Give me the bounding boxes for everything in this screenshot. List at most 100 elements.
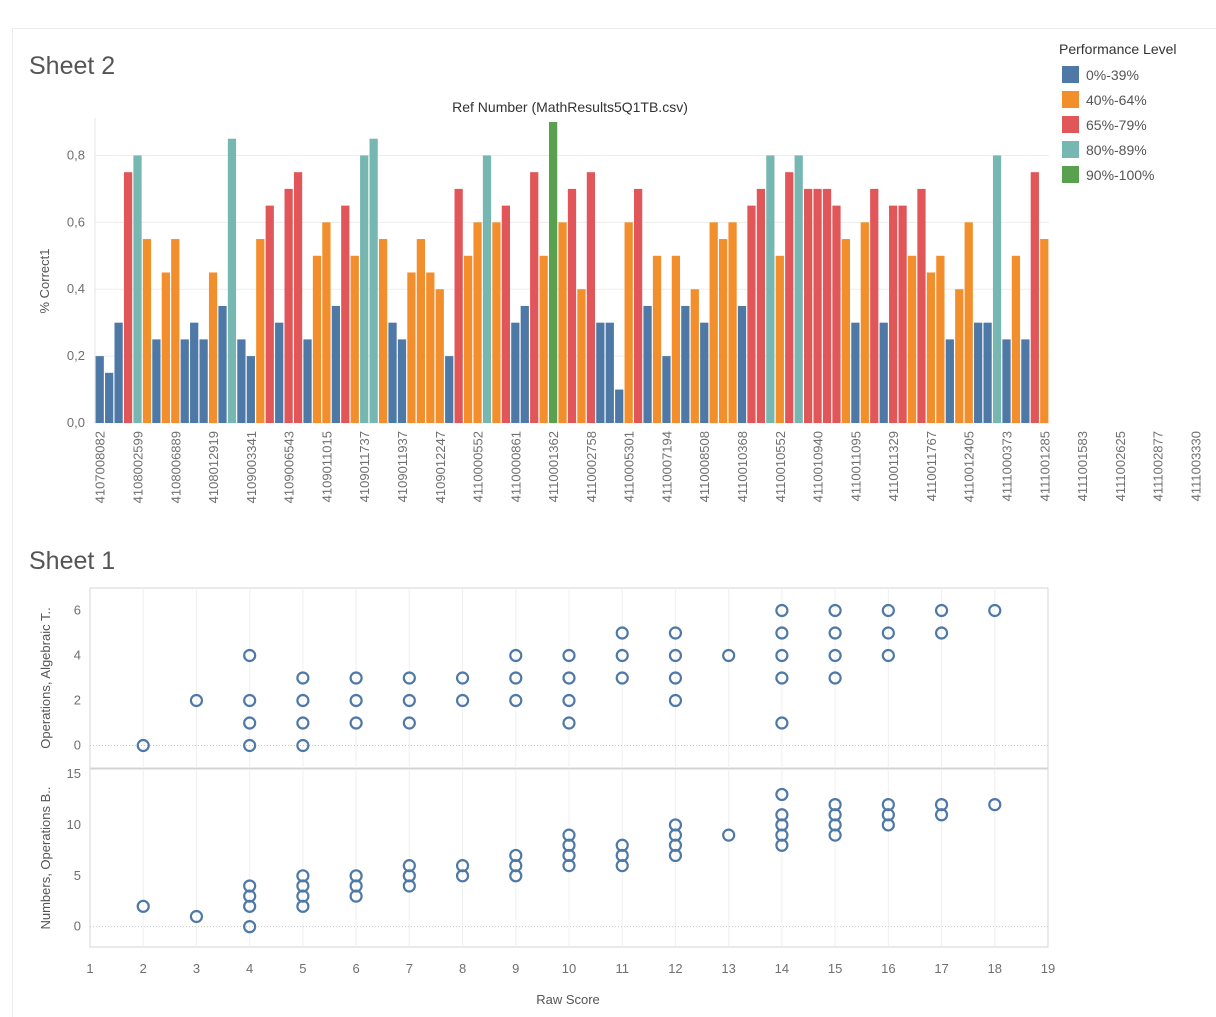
legend-swatch <box>1062 116 1079 133</box>
bar <box>161 272 170 423</box>
bar <box>341 205 350 423</box>
dashboard-canvas: Sheet 2 Ref Number (MathResults5Q1TB.csv… <box>29 41 1204 1007</box>
bar <box>747 205 756 423</box>
bar-y-tick-label: 0,4 <box>67 281 85 296</box>
bar-x-axis: 4107008082 4108002599 4108006889 4108012919… <box>93 431 1204 503</box>
bar <box>917 188 926 423</box>
bar <box>671 255 681 423</box>
scatter-x-tick-label: 14 <box>775 961 789 976</box>
scatter-point <box>402 671 416 685</box>
scatter-point <box>562 648 576 663</box>
bar-y-axis-title: % Correct1 <box>37 248 52 313</box>
bar <box>246 356 255 423</box>
scatter-point <box>722 828 736 842</box>
bar <box>615 389 624 423</box>
scatter-y-tick-label: 2 <box>74 693 81 708</box>
scatter-point <box>828 626 842 640</box>
scatter-point <box>243 648 257 663</box>
scatter-x-tick-label: 17 <box>934 961 948 976</box>
bar-x-tick-label: 4110012405 <box>962 431 977 502</box>
scatter-panel: 0 2 4 6 Operations, Algebraic T.. <box>38 587 1049 769</box>
legend-swatch <box>1062 141 1079 158</box>
bar-x-tick-label: 4111002877 <box>1151 431 1166 501</box>
bar <box>539 255 548 423</box>
bar-y-axis: 0,0 0,2 0,4 0,6 0,8 <box>67 147 85 430</box>
bar <box>1002 339 1011 423</box>
bar-x-tick-label: 4110011767 <box>924 431 939 501</box>
bar <box>643 305 652 423</box>
bar-x-tick-label: 4110000552 <box>471 431 486 502</box>
bar-x-tick-label: 4111000373 <box>999 431 1014 501</box>
bar-y-tick-label: 0,2 <box>67 348 85 363</box>
scatter-point <box>881 818 895 832</box>
bar <box>558 222 567 423</box>
bar <box>548 122 558 423</box>
scatter-x-tick-label: 3 <box>193 961 200 976</box>
bar <box>275 322 284 423</box>
bar-x-tick-label: 4109012247 <box>433 431 448 503</box>
bar-x-tick-label: 4109006543 <box>282 431 297 503</box>
scatter-point <box>136 899 150 913</box>
bar <box>312 255 322 423</box>
bar <box>1040 239 1049 423</box>
scatter-x-tick-label: 8 <box>459 961 466 976</box>
bar <box>369 138 378 423</box>
scatter-x-tick-label: 9 <box>512 961 519 976</box>
scatter-x-axis: 1 2 3 4 5 6 7 8 9 10 11 12 13 14 15 16 17 18 19 <box>86 961 1055 976</box>
scatter-point <box>455 671 470 685</box>
scatter-point <box>615 671 629 685</box>
bar <box>1030 172 1039 423</box>
scatter-x-tick-label: 1 <box>86 961 93 976</box>
scatter-point <box>881 626 895 640</box>
bar <box>945 339 954 423</box>
bar <box>794 155 803 423</box>
bar-y-tick-label: 0,8 <box>67 147 85 162</box>
scatter-point <box>455 693 470 708</box>
scatter-point <box>349 671 363 685</box>
legend-title: Performance Level <box>1059 41 1177 57</box>
scatter-x-tick-label: 4 <box>246 961 253 976</box>
bar <box>388 322 397 423</box>
scatter-point <box>243 738 257 753</box>
scatter-x-tick-label: 7 <box>406 961 413 976</box>
scatter-point <box>243 693 257 708</box>
scatter-point <box>562 671 576 685</box>
bar <box>737 305 747 423</box>
bar-series <box>95 122 1049 423</box>
bar <box>454 188 463 423</box>
bar <box>870 188 879 423</box>
scatter-point <box>562 693 576 708</box>
bar-x-tick-label: 4111002625 <box>1113 431 1128 501</box>
bar <box>492 222 501 423</box>
bar-x-tick-label: 4110001362 <box>546 431 561 502</box>
sheet1-title: Sheet 1 <box>29 547 115 575</box>
scatter-x-tick-label: 18 <box>988 961 1002 976</box>
bar <box>813 188 822 423</box>
sheet2-title: Sheet 2 <box>29 52 115 80</box>
scatter-point <box>775 648 789 663</box>
bar <box>964 222 973 423</box>
scatter-point <box>934 626 949 640</box>
scatter-y-tick-label: 10 <box>67 817 81 832</box>
scatter-point <box>881 648 895 663</box>
bar <box>898 205 907 423</box>
scatter-point <box>615 626 629 640</box>
bar <box>511 322 520 423</box>
scatter-point <box>668 626 683 640</box>
bar <box>586 172 596 423</box>
scatter-y-tick-label: 0 <box>74 738 81 753</box>
bar <box>426 272 435 423</box>
bar <box>284 188 293 423</box>
bar <box>350 255 359 423</box>
bar <box>407 272 416 423</box>
bar-chart-title: Ref Number (MathResults5Q1TB.csv) <box>452 99 688 115</box>
scatter-point <box>243 716 257 730</box>
scatter-point <box>988 603 1002 618</box>
scatter-point <box>934 603 949 618</box>
bar <box>520 305 529 423</box>
bar <box>596 322 605 423</box>
scatter-y-axis-title: Operations, Algebraic T.. <box>38 607 53 748</box>
scatter-point <box>988 797 1002 812</box>
bar-x-tick-label: 4109011737 <box>357 431 372 502</box>
performance-legend[interactable]: Performance Level 0%-39% 40%-64% 65%-79% 80… <box>1059 41 1177 183</box>
